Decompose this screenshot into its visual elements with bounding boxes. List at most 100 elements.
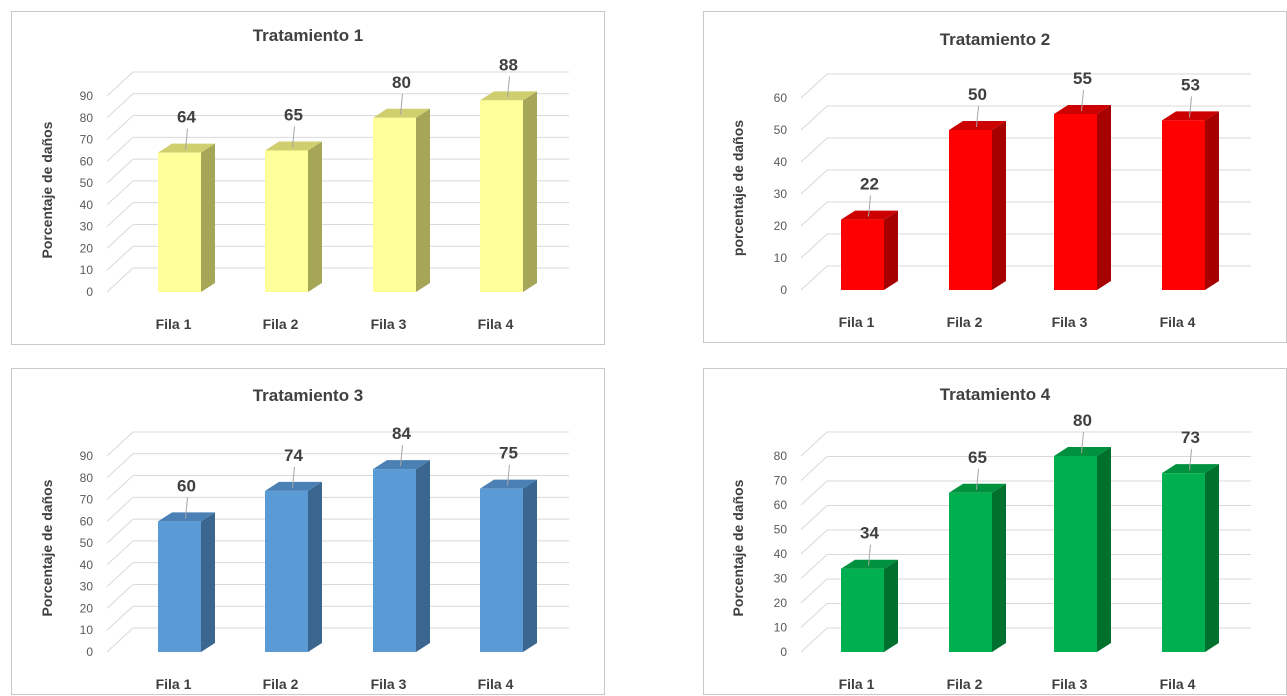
y-tick-label: 10 bbox=[80, 263, 94, 277]
y-tick-label: 20 bbox=[774, 219, 788, 233]
x-tick-label: Fila 3 bbox=[1052, 676, 1088, 692]
chart-panel-tratamiento-2: Tratamiento 2 porcentaje de daños 0 10 20 3… bbox=[703, 11, 1287, 343]
gridline-depth bbox=[800, 505, 828, 530]
gridline-depth bbox=[800, 201, 828, 227]
bar-side bbox=[1097, 105, 1111, 290]
bar-top bbox=[480, 479, 537, 489]
data-label: 80 bbox=[1073, 411, 1092, 430]
chart-panel-tratamiento-4: Tratamiento 4 Porcentaje de daños 0 10 20 3… bbox=[703, 368, 1287, 695]
data-label-leader bbox=[868, 544, 871, 566]
bar-top bbox=[373, 460, 430, 470]
y-tick-label: 60 bbox=[774, 498, 788, 512]
bar-top bbox=[373, 108, 430, 118]
gridline-depth bbox=[800, 578, 828, 604]
gridline-depth bbox=[106, 158, 134, 184]
gridline-depth bbox=[106, 496, 134, 522]
data-label: 84 bbox=[392, 424, 411, 443]
bar bbox=[480, 488, 523, 652]
bar bbox=[1054, 114, 1097, 290]
y-tick-label: 40 bbox=[774, 547, 788, 561]
bar-side bbox=[884, 210, 898, 290]
y-tick-label: 10 bbox=[774, 251, 788, 265]
y-tick-label: 80 bbox=[80, 111, 94, 125]
y-tick-label: 20 bbox=[80, 601, 94, 615]
x-tick-label: Fila 4 bbox=[1160, 676, 1196, 692]
data-label-leader bbox=[1081, 89, 1084, 112]
y-tick-label: 0 bbox=[86, 645, 93, 659]
bar-top bbox=[949, 483, 1006, 493]
bar bbox=[373, 469, 416, 652]
bar-top bbox=[1054, 447, 1111, 456]
bar bbox=[265, 490, 308, 652]
gridline-depth bbox=[800, 554, 828, 579]
bar-side bbox=[523, 479, 537, 652]
y-tick-label: 90 bbox=[80, 449, 94, 463]
data-label-leader bbox=[507, 464, 510, 486]
gridline-depth bbox=[106, 518, 134, 544]
bar-side bbox=[992, 121, 1006, 290]
bar bbox=[949, 130, 992, 290]
chart-title: Tratamiento 2 bbox=[939, 30, 1051, 49]
y-tick-label: 20 bbox=[774, 596, 788, 610]
y-tick-label: 50 bbox=[80, 176, 94, 190]
y-tick-label: 50 bbox=[774, 123, 788, 137]
gridline-depth bbox=[800, 265, 828, 291]
bar bbox=[1162, 473, 1205, 652]
bar-top bbox=[480, 91, 537, 101]
chart-plot: 0 10 20 30 40 50 60 70 80 90 64 Fila 1 65 Fila 2 80 Fil… bbox=[80, 55, 569, 332]
bar-top bbox=[841, 210, 898, 220]
chart-plot: 0 10 20 30 40 50 60 22 Fila 1 50 Fila 2 55 Fila 3 53 F… bbox=[774, 69, 1251, 330]
gridline-depth bbox=[800, 529, 828, 555]
bar-top bbox=[841, 559, 898, 569]
gridline-depth bbox=[106, 71, 134, 97]
data-label: 80 bbox=[392, 73, 411, 92]
y-tick-label: 10 bbox=[80, 623, 94, 637]
data-label: 34 bbox=[860, 524, 879, 543]
y-tick-label: 40 bbox=[80, 558, 94, 572]
y-tick-label: 0 bbox=[780, 645, 787, 659]
bar-side bbox=[308, 141, 322, 292]
data-label-leader bbox=[185, 497, 188, 519]
bar-top bbox=[1162, 464, 1219, 474]
bar-top bbox=[949, 121, 1006, 130]
gridline-depth bbox=[800, 431, 828, 457]
gridline-depth bbox=[106, 605, 134, 631]
chart-plot: 0 10 20 30 40 50 60 70 80 90 60 Fila 1 74 Fila 2 84 Fil… bbox=[80, 424, 569, 692]
chart-plot: 0 10 20 30 40 50 60 70 80 34 Fila 1 65 Fila 2 80 Fila … bbox=[774, 411, 1251, 692]
bar bbox=[1054, 456, 1097, 652]
bar bbox=[158, 521, 201, 652]
data-label-leader bbox=[976, 468, 979, 490]
data-label-leader bbox=[507, 76, 510, 98]
x-tick-label: Fila 1 bbox=[839, 676, 875, 692]
x-tick-label: Fila 3 bbox=[1052, 314, 1088, 330]
gridline-depth bbox=[106, 180, 134, 206]
bar bbox=[373, 117, 416, 293]
data-label-leader bbox=[868, 195, 871, 217]
x-tick-label: Fila 1 bbox=[156, 676, 192, 692]
data-label: 65 bbox=[284, 105, 303, 124]
bar bbox=[1162, 120, 1205, 291]
data-label-leader bbox=[292, 126, 295, 148]
y-tick-label: 70 bbox=[80, 133, 94, 147]
chart-panel-tratamiento-3: Tratamiento 3 Porcentaje de daños 0 10 20 3… bbox=[11, 368, 605, 695]
bar-top bbox=[265, 481, 322, 491]
y-tick-label: 0 bbox=[86, 285, 93, 299]
data-label: 75 bbox=[499, 444, 518, 463]
bar-side bbox=[416, 460, 430, 652]
gridline-depth bbox=[106, 584, 134, 609]
bar-top bbox=[1054, 105, 1111, 114]
data-label: 64 bbox=[177, 108, 196, 127]
y-tick-label: 40 bbox=[80, 198, 94, 212]
gridline-depth bbox=[106, 562, 134, 588]
gridline-depth bbox=[800, 137, 828, 163]
bar bbox=[480, 100, 523, 292]
data-label: 65 bbox=[968, 448, 987, 467]
bar-top bbox=[158, 143, 215, 153]
gridline-depth bbox=[800, 480, 828, 506]
chart-title: Tratamiento 1 bbox=[252, 26, 364, 45]
gridline-depth bbox=[106, 136, 134, 162]
y-tick-label: 10 bbox=[774, 621, 788, 635]
y-tick-label: 30 bbox=[80, 580, 94, 594]
x-tick-label: Fila 4 bbox=[478, 676, 514, 692]
data-label: 88 bbox=[499, 55, 518, 74]
